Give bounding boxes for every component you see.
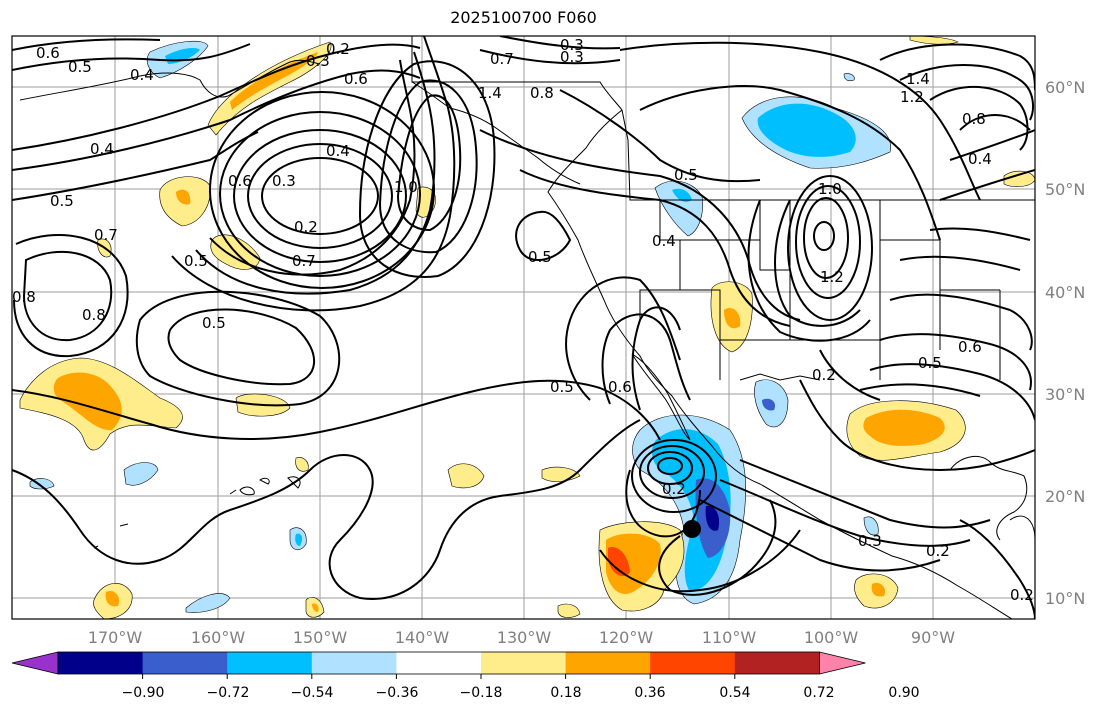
contour-label: 0.5: [528, 248, 552, 266]
colorbar-tick-label: −0.90: [122, 685, 165, 701]
contour-label: 1.0: [394, 178, 418, 196]
lat-label: 10°N: [1045, 589, 1085, 608]
longitude-labels: 170°W 160°W 150°W 140°W 130°W 120°W 110°…: [88, 628, 955, 647]
lon-label: 160°W: [191, 628, 246, 647]
lat-label: 40°N: [1045, 283, 1085, 302]
colorbar-segment: [396, 652, 482, 674]
lon-label: 120°W: [599, 628, 654, 647]
colorbar-extend-high: [819, 651, 866, 675]
colorbar-segment: [227, 652, 313, 674]
contour-label: 0.2: [294, 218, 318, 236]
colorbar-tick-label: 0.36: [634, 685, 665, 701]
colorbar-tick-label: 0.54: [719, 685, 750, 701]
contour-label: 0.6: [958, 338, 982, 356]
contour-label: 0.3: [306, 52, 330, 70]
contour-label: 1.4: [906, 70, 930, 88]
lat-label: 50°N: [1045, 180, 1085, 199]
map-title: 2025100700 F060: [450, 8, 597, 27]
colorbar-extend-low: [11, 651, 59, 675]
contour-label: 0.7: [292, 252, 316, 270]
contour-label: 0.2: [926, 542, 950, 560]
contour-label: 1.0: [818, 180, 842, 198]
contour-label: 0.4: [90, 140, 114, 158]
contour-lines: [12, 36, 1035, 619]
colorbar-tick-label: 0.90: [888, 685, 919, 701]
contour-label: 0.3: [560, 48, 584, 66]
contour-label: 0.4: [652, 232, 676, 250]
colorbar-segment: [481, 652, 567, 674]
lat-label: 20°N: [1045, 487, 1085, 506]
contour-label: 0.2: [326, 40, 350, 58]
contour-label: 0.8: [530, 84, 554, 102]
lon-label: 150°W: [293, 628, 348, 647]
contour-label: 0.8: [82, 306, 106, 324]
lon-label: 130°W: [497, 628, 552, 647]
colorbar-frame: [57, 651, 820, 675]
contour-label: 0.5: [550, 378, 574, 396]
contour-label: 0.5: [184, 252, 208, 270]
colorbar-segment: [650, 652, 736, 674]
lat-label: 60°N: [1045, 78, 1085, 97]
map-frame: [11, 35, 1036, 620]
colorbar-tick-label: 0.72: [803, 685, 834, 701]
contour-label: 0.2: [1010, 586, 1034, 604]
lon-label: 110°W: [702, 628, 757, 647]
contour-label: 0.3: [272, 172, 296, 190]
colorbar-segment: [734, 652, 820, 674]
contour-label: 0.6: [228, 172, 252, 190]
colorbar-segment: [58, 652, 144, 674]
contour-label: 0.5: [674, 166, 698, 184]
colorbar: [11, 651, 866, 679]
contour-label: 1.2: [820, 268, 844, 286]
contour-label: 0.8: [962, 110, 986, 128]
contour-label: 0.3: [858, 532, 882, 550]
contour-label: 0.5: [202, 314, 226, 332]
colorbar-tick-labels: −0.90 −0.72 −0.54 −0.36 −0.18 0.18 0.36 …: [122, 685, 920, 701]
contour-label: 0.6: [344, 70, 368, 88]
contour-label: 0.6: [36, 44, 60, 62]
latitude-labels: 60°N 50°N 40°N 30°N 20°N 10°N: [1045, 78, 1085, 608]
lon-label: 100°W: [804, 628, 859, 647]
contour-label: 0.4: [968, 150, 992, 168]
colorbar-tick-label: −0.54: [291, 685, 334, 701]
contour-label: 0.5: [68, 58, 92, 76]
contour-label: 0.5: [918, 354, 942, 372]
map-plot-area: 0.6 0.5 0.4 0.2 0.3 0.6 0.7 0.3 0.3 1.4 …: [12, 36, 1035, 619]
contour-label: 0.7: [94, 226, 118, 244]
contour-label: 0.4: [326, 142, 350, 160]
colorbar-segment: [142, 652, 228, 674]
lon-label: 170°W: [88, 628, 143, 647]
contour-label: 1.2: [900, 88, 924, 106]
lon-label: 140°W: [395, 628, 450, 647]
contour-label: 0.7: [490, 50, 514, 68]
contour-label: 0.5: [50, 192, 74, 210]
contour-label: 0.8: [12, 288, 36, 306]
colorbar-tick-label: −0.36: [376, 685, 419, 701]
contour-label: 0.3: [560, 36, 584, 54]
lat-label: 30°N: [1045, 385, 1085, 404]
contour-label: 0.2: [662, 480, 686, 498]
contour-label: 0.6: [608, 378, 632, 396]
contour-label: 0.2: [812, 366, 836, 384]
contour-label: 0.4: [130, 66, 154, 84]
storm-center-marker: [683, 520, 701, 538]
colorbar-tick-label: −0.18: [460, 685, 503, 701]
colorbar-tick-label: 0.18: [550, 685, 581, 701]
lon-label: 90°W: [911, 628, 955, 647]
contour-label: 1.4: [478, 84, 502, 102]
colorbar-segment: [311, 652, 397, 674]
colorbar-segment: [565, 652, 651, 674]
contour-labels: 0.6 0.5 0.4 0.2 0.3 0.6 0.7 0.3 0.3 1.4 …: [12, 36, 1034, 604]
colorbar-tick-label: −0.72: [207, 685, 250, 701]
